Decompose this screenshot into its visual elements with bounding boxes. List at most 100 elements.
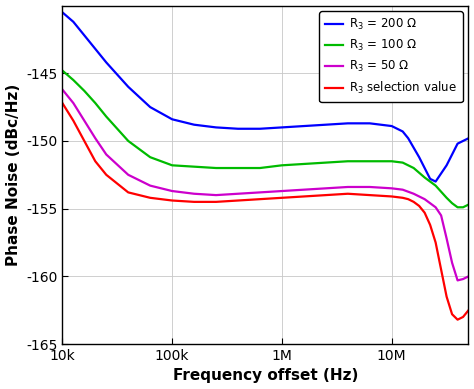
R$_3$ selection value	[279, 196, 285, 200]
R$_3$ = 200 Ω	[257, 126, 263, 131]
R$_3$ = 100 Ω	[367, 159, 373, 164]
R$_3$ = 100 Ω	[235, 166, 241, 170]
R$_3$ = 100 Ω	[400, 160, 406, 165]
Line: R$_3$ selection value: R$_3$ selection value	[63, 103, 469, 320]
R$_3$ selection value	[438, 267, 444, 272]
R$_3$ = 200 Ω	[213, 125, 219, 130]
R$_3$ = 100 Ω	[213, 166, 219, 170]
R$_3$ = 50 Ω	[427, 201, 433, 205]
R$_3$ = 200 Ω	[427, 177, 433, 181]
R$_3$ = 200 Ω	[345, 121, 351, 126]
R$_3$ = 200 Ω	[279, 125, 285, 130]
R$_3$ selection value	[301, 194, 307, 199]
R$_3$ = 200 Ω	[422, 166, 428, 170]
R$_3$ = 200 Ω	[389, 124, 394, 128]
R$_3$ = 100 Ω	[301, 161, 307, 166]
R$_3$ = 100 Ω	[422, 175, 428, 180]
R$_3$ = 50 Ω	[235, 191, 241, 196]
R$_3$ = 50 Ω	[367, 185, 373, 189]
R$_3$ selection value	[411, 200, 417, 204]
R$_3$ = 50 Ω	[279, 189, 285, 193]
R$_3$ = 200 Ω	[191, 123, 197, 127]
R$_3$ selection value	[82, 138, 87, 143]
R$_3$ = 200 Ω	[323, 123, 328, 127]
R$_3$ = 50 Ω	[147, 183, 153, 188]
R$_3$ = 50 Ω	[345, 185, 351, 189]
R$_3$ = 50 Ω	[455, 278, 460, 283]
R$_3$ = 200 Ω	[411, 145, 417, 150]
R$_3$ = 50 Ω	[438, 213, 444, 218]
R$_3$ = 100 Ω	[411, 166, 417, 170]
R$_3$ selection value	[427, 223, 433, 227]
R$_3$ = 100 Ω	[169, 163, 175, 168]
R$_3$ = 50 Ω	[460, 277, 466, 281]
R$_3$ = 100 Ω	[60, 68, 65, 73]
R$_3$ = 200 Ω	[92, 47, 98, 51]
R$_3$ selection value	[444, 294, 449, 299]
R$_3$ = 200 Ω	[367, 121, 373, 126]
R$_3$ selection value	[191, 200, 197, 204]
R$_3$ = 200 Ω	[460, 138, 466, 143]
R$_3$ selection value	[455, 317, 460, 322]
R$_3$ = 100 Ω	[257, 166, 263, 170]
R$_3$ = 100 Ω	[455, 205, 460, 210]
R$_3$ = 100 Ω	[460, 205, 466, 210]
R$_3$ = 100 Ω	[147, 155, 153, 159]
R$_3$ = 200 Ω	[82, 33, 87, 38]
R$_3$ = 50 Ω	[257, 190, 263, 195]
R$_3$ = 50 Ω	[449, 261, 455, 265]
R$_3$ selection value	[71, 118, 76, 123]
R$_3$ = 200 Ω	[301, 124, 307, 128]
R$_3$ selection value	[169, 198, 175, 203]
R$_3$ = 100 Ω	[279, 163, 285, 168]
R$_3$ = 50 Ω	[92, 136, 98, 140]
R$_3$ = 200 Ω	[405, 136, 411, 140]
R$_3$ selection value	[433, 240, 438, 245]
R$_3$ selection value	[126, 190, 131, 195]
R$_3$ = 100 Ω	[389, 159, 394, 164]
R$_3$ = 100 Ω	[444, 196, 449, 200]
R$_3$ = 50 Ω	[191, 191, 197, 196]
R$_3$ = 100 Ω	[433, 183, 438, 188]
R$_3$ = 50 Ω	[433, 205, 438, 210]
R$_3$ selection value	[60, 101, 65, 105]
R$_3$ = 200 Ω	[71, 19, 76, 24]
Legend: R$_3$ = 200 Ω, R$_3$ = 100 Ω, R$_3$ = 50 Ω, R$_3$ selection value: R$_3$ = 200 Ω, R$_3$ = 100 Ω, R$_3$ = 50…	[319, 11, 463, 102]
R$_3$ selection value	[103, 172, 109, 177]
R$_3$ = 200 Ω	[103, 60, 109, 65]
R$_3$ = 50 Ω	[323, 186, 328, 191]
R$_3$ = 50 Ω	[126, 172, 131, 177]
R$_3$ = 50 Ω	[466, 274, 472, 279]
R$_3$ = 200 Ω	[416, 155, 422, 159]
R$_3$ = 50 Ω	[71, 101, 76, 105]
R$_3$ selection value	[92, 159, 98, 164]
R$_3$ = 100 Ω	[466, 202, 472, 207]
R$_3$ = 50 Ω	[169, 189, 175, 193]
R$_3$ = 50 Ω	[103, 152, 109, 157]
R$_3$ = 50 Ω	[213, 193, 219, 198]
R$_3$ selection value	[389, 194, 394, 199]
Line: R$_3$ = 50 Ω: R$_3$ = 50 Ω	[63, 89, 469, 280]
Y-axis label: Phase Noise (dBc/Hz): Phase Noise (dBc/Hz)	[6, 84, 20, 266]
R$_3$ = 50 Ω	[411, 191, 417, 196]
R$_3$ selection value	[400, 196, 406, 200]
R$_3$ selection value	[323, 193, 328, 198]
R$_3$ = 100 Ω	[82, 89, 87, 93]
R$_3$ selection value	[405, 197, 411, 202]
R$_3$ selection value	[367, 193, 373, 198]
R$_3$ selection value	[213, 200, 219, 204]
R$_3$ = 50 Ω	[444, 236, 449, 241]
R$_3$ = 200 Ω	[466, 136, 472, 140]
R$_3$ = 200 Ω	[147, 105, 153, 109]
R$_3$ = 50 Ω	[60, 87, 65, 92]
Line: R$_3$ = 200 Ω: R$_3$ = 200 Ω	[63, 12, 469, 182]
R$_3$ = 50 Ω	[389, 186, 394, 191]
R$_3$ = 100 Ω	[191, 164, 197, 169]
R$_3$ = 100 Ω	[345, 159, 351, 164]
R$_3$ = 100 Ω	[449, 201, 455, 205]
R$_3$ selection value	[466, 308, 472, 312]
X-axis label: Frequency offset (Hz): Frequency offset (Hz)	[173, 368, 358, 384]
R$_3$ selection value	[416, 203, 422, 208]
R$_3$ selection value	[345, 191, 351, 196]
R$_3$ selection value	[257, 197, 263, 202]
